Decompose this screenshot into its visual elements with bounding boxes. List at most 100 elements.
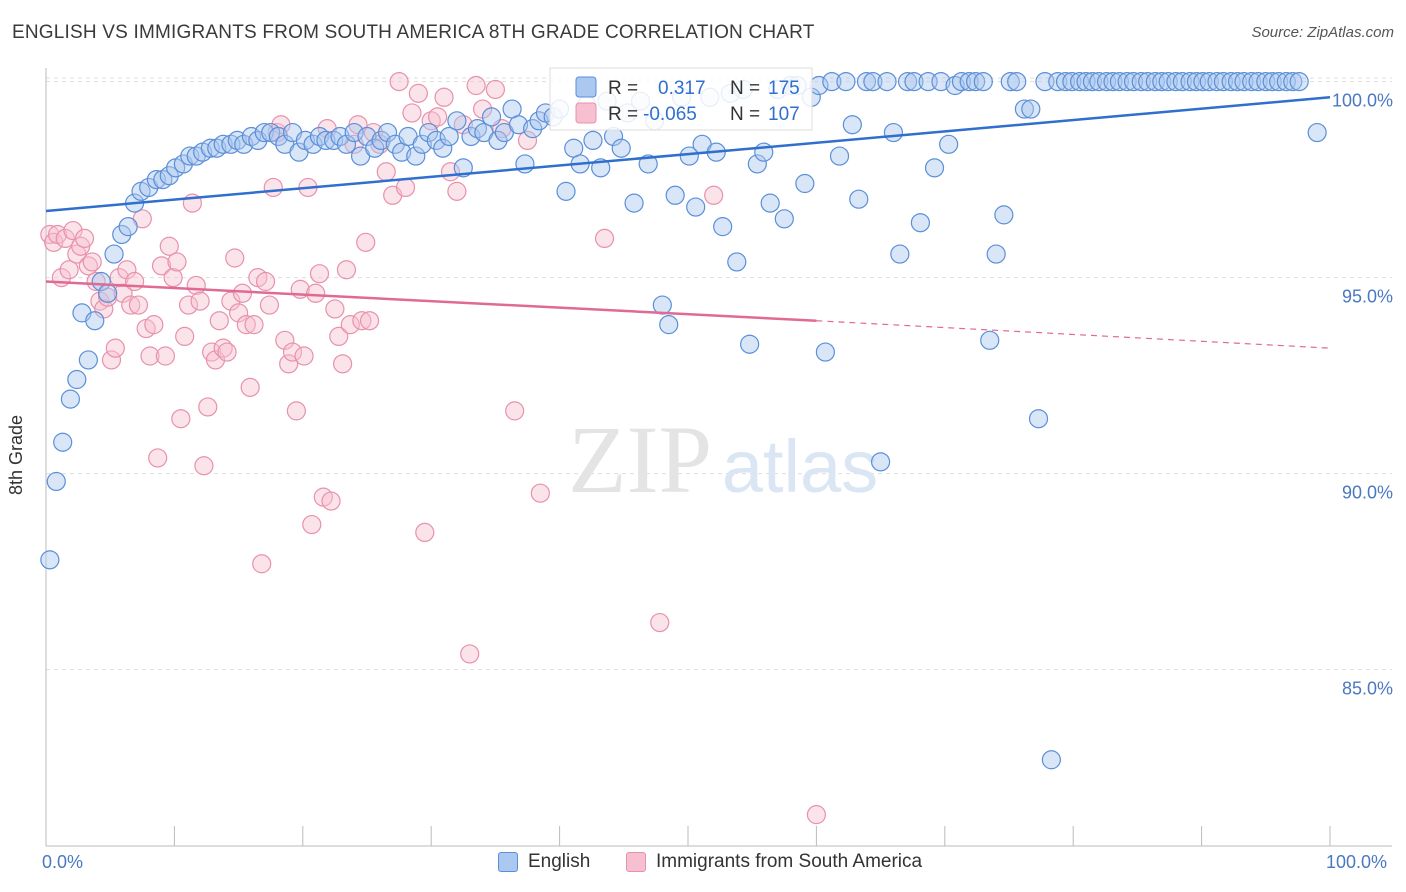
english-point [980,330,1000,350]
english-point [760,193,780,213]
english-trend-line [45,96,1331,213]
english-point [910,213,931,233]
immigrant-point [86,271,106,292]
english-point [1289,71,1309,92]
english-point [863,71,883,92]
immigrant-point [205,350,226,370]
immigrant-point [275,330,295,350]
y-tick-label: 90.0% [1342,483,1393,503]
immigrant-point [336,260,357,280]
english-point [924,158,945,178]
english-point [659,315,679,335]
english-point [740,334,760,354]
chart-title: ENGLISH VS IMMIGRANTS FROM SOUTH AMERICA… [12,22,815,43]
english-point [53,432,73,452]
english-point [426,130,446,150]
stats-r-label-english: R = [608,78,638,99]
english-point [883,122,904,143]
immigrant-point [460,644,480,664]
english-point [1158,71,1178,92]
stats-swatch-english [575,76,597,98]
english-point [1234,71,1254,92]
english-point [747,154,767,174]
immigrant-point [359,311,380,331]
immigrant-point [321,491,341,511]
english-point [1199,71,1219,92]
legend-label-english: English [528,851,591,872]
english-point [842,115,862,135]
english-point [1138,71,1158,92]
english-point [447,111,467,131]
english-point [1269,71,1289,92]
english-point [1248,71,1268,92]
legend-swatch-english [498,852,518,872]
english-point [822,71,842,92]
english-point [357,126,377,147]
immigrant-point [282,342,303,362]
english-point [795,173,815,194]
english-point [488,130,508,150]
english-point [1062,71,1082,92]
immigrant-point [389,71,409,92]
english-point [951,71,972,92]
immigrant-point [309,264,330,284]
english-point [146,170,167,190]
english-point [1000,71,1020,92]
watermark-zip: ZIP [568,406,712,513]
immigrant-point [171,409,191,429]
english-point [1172,71,1192,92]
stats-box: R = 0.317 N = 175 R = -0.065 N = 107 [549,67,813,131]
immigrant-point [140,346,160,366]
english-point [433,138,453,158]
english-point [112,224,132,245]
english-point [419,122,439,143]
stats-r-value-english: 0.317 [658,78,706,99]
immigrant-point [217,342,237,362]
legend-item-immigrant[interactable]: Immigrants from South America [626,851,922,873]
english-point [159,166,179,186]
axes-layer: 85.0% 90.0% 95.0% 100.0% [45,68,1393,847]
stats-n-label-immigrant: N = [730,104,760,125]
english-point [118,217,138,237]
english-point [85,311,105,331]
english-point [91,271,111,292]
english-point [78,350,98,370]
immigrant-point [144,315,164,335]
stats-swatch-immigrant [575,102,597,124]
immigrant-point [302,514,322,535]
english-point [303,134,323,154]
english-point [1014,99,1035,119]
immigrant-point [294,346,314,366]
legend-item-english[interactable]: English [498,851,590,873]
immigrant-point [340,315,360,335]
english-point [365,138,385,158]
english-point [1028,409,1049,429]
english-point [40,550,60,570]
english-point [686,197,706,217]
english-point [1262,71,1282,92]
immigrant-point [329,326,349,346]
english-point [836,71,856,92]
english-point [461,126,481,147]
english-point [994,205,1014,225]
immigrant-point [209,311,229,331]
immigrant-point [74,228,95,248]
immigrant-point [466,75,486,96]
immigrant-point [271,115,291,135]
english-point [1283,71,1303,92]
immigrant-point [148,448,168,468]
immigrant-point [101,350,122,370]
immigrant-point [63,220,83,241]
immigrant-point [325,299,345,319]
immigrant-point [376,162,396,182]
english-point [439,126,459,147]
immigrant-point [806,805,827,825]
english-point [877,71,897,92]
english-point [180,146,200,166]
english-point [1193,71,1213,92]
english-point [1242,71,1262,92]
immigrant-point [109,268,129,288]
source-label: Source: ZipAtlas.com [1251,24,1394,41]
immigrant-point [306,283,326,303]
immigrant-point [159,236,179,256]
